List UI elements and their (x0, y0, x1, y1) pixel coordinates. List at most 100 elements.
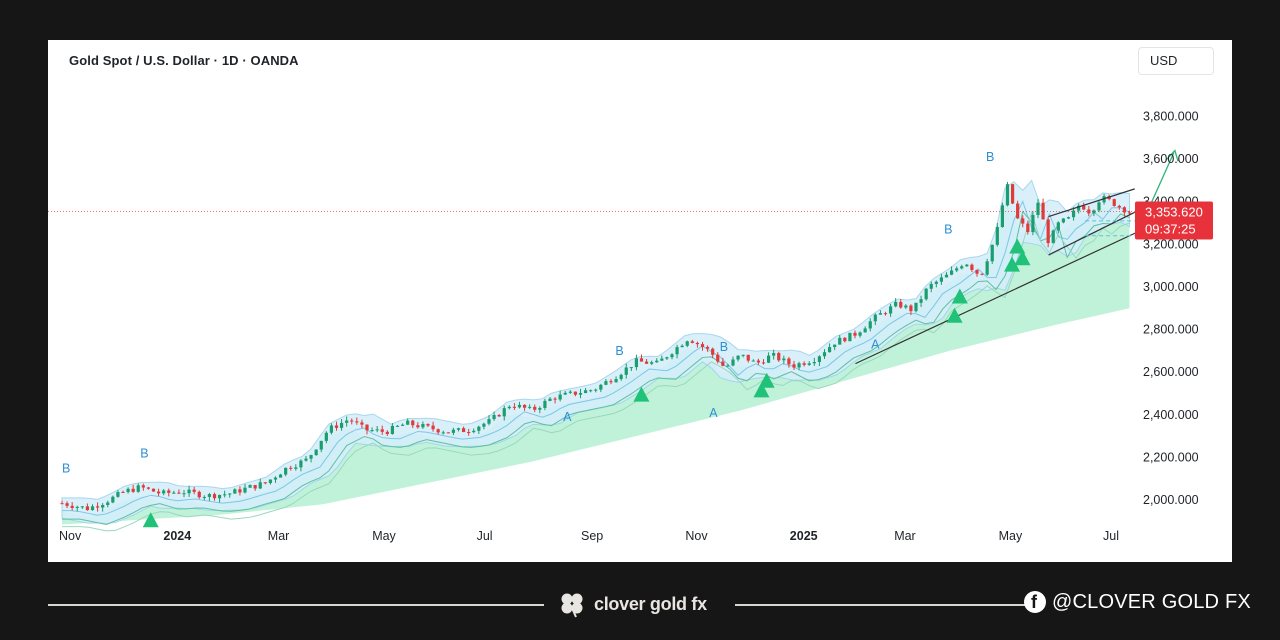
candle-body (116, 492, 120, 497)
candle-body (289, 467, 293, 469)
candle-body (1061, 218, 1066, 223)
y-tick-label: 3,200.000 (1143, 237, 1199, 251)
candle-body (355, 421, 359, 423)
candle-body (980, 273, 984, 275)
candle-body (507, 406, 511, 409)
candle-body (665, 357, 669, 359)
candle-body (1092, 210, 1096, 214)
wave-label: B (615, 344, 623, 358)
candle-body (624, 367, 628, 375)
candle-body (522, 404, 527, 408)
buy-signal-icon (946, 307, 963, 323)
candle-body (456, 428, 461, 430)
candle-body (878, 313, 883, 315)
buy-signal-icon (753, 382, 770, 398)
candle-body (273, 477, 278, 480)
last-price-badge (1135, 201, 1213, 240)
candle-body (934, 281, 938, 284)
projection-arrowhead (1165, 149, 1179, 162)
candle-body (502, 408, 506, 417)
candle-body (995, 227, 999, 245)
social-text: @CLOVER GOLD FX (1052, 590, 1251, 613)
candle-body (761, 362, 766, 364)
wave-label: B (62, 461, 70, 475)
last-price-label: 3,353.620 (1145, 205, 1203, 220)
candle-body (111, 496, 115, 503)
candle-body (197, 491, 201, 498)
candle-body (1031, 215, 1035, 233)
price-chart[interactable]: B B B B B B A A A 2,000.000 2,200.000 2,400.000 2,60… (48, 40, 1232, 562)
candle-body (700, 344, 705, 347)
candle-body (395, 425, 400, 427)
currency-selector[interactable]: USD (1138, 47, 1214, 75)
y-tick-label: 2,000.000 (1143, 493, 1199, 507)
candle-body (944, 274, 949, 278)
candle-body (182, 493, 186, 495)
candle-body (345, 420, 349, 423)
y-tick-label: 3,000.000 (1143, 280, 1199, 294)
candle-body (95, 506, 100, 508)
candle-body (1087, 209, 1091, 214)
candle-body (960, 266, 964, 269)
candle-body (543, 400, 547, 408)
candle-body (802, 363, 806, 365)
buy-signal-icon (1014, 250, 1031, 266)
candle-body (894, 301, 898, 307)
candle-body (792, 364, 796, 368)
x-tick-label: 2025 (790, 529, 818, 543)
candle-body (568, 391, 572, 393)
candle-body (253, 485, 257, 489)
candle-body (949, 270, 954, 275)
candle-body (929, 283, 933, 289)
candle-body (1000, 205, 1005, 228)
candle-body (299, 460, 303, 468)
candle-body (817, 356, 822, 362)
candle-body (660, 358, 664, 361)
candle-body (90, 506, 95, 511)
candle-body (101, 505, 105, 508)
wave-label: B (944, 223, 952, 237)
x-tick-label: May (372, 529, 396, 543)
candle-body (909, 305, 913, 312)
candle-body (1051, 230, 1055, 244)
x-tick-label: Jul (1103, 529, 1119, 543)
candle-body (807, 363, 811, 365)
candle-body (1041, 202, 1045, 220)
x-tick-label: Mar (894, 529, 916, 543)
candle-body (1036, 202, 1040, 216)
candle-body (65, 503, 69, 506)
candle-body (756, 360, 761, 363)
candle-body (899, 301, 903, 308)
clover-icon (561, 593, 583, 618)
candle-body (644, 361, 649, 364)
candle-body (833, 344, 837, 348)
candle-body (467, 432, 471, 434)
trend-cloud (62, 201, 1130, 525)
candle-body (461, 428, 466, 433)
y-tick-label: 2,800.000 (1143, 323, 1199, 337)
candle-body (939, 277, 944, 282)
candle-body (350, 420, 354, 422)
y-tick-label: 3,600.000 (1143, 152, 1199, 166)
footer-divider-left (48, 604, 544, 606)
candle-body (822, 352, 827, 357)
candle-body (365, 424, 369, 431)
candle-body (487, 419, 491, 424)
candle-body (853, 332, 857, 336)
moving-average-line (62, 210, 1130, 525)
candle-body (233, 489, 237, 494)
buy-signal-icon (1004, 256, 1021, 272)
candle-body (70, 505, 74, 508)
buy-signal-icon (951, 288, 968, 304)
x-tick-label: Nov (685, 529, 708, 543)
candle-body (294, 467, 298, 469)
candle-body (634, 358, 639, 368)
candle-body (675, 347, 679, 355)
candle-body (309, 455, 313, 459)
candle-body (151, 488, 156, 492)
candle-body (766, 355, 771, 363)
candle-body (690, 341, 694, 343)
candle-body (670, 354, 674, 358)
candle-body (629, 367, 633, 369)
candle-body (639, 358, 644, 362)
